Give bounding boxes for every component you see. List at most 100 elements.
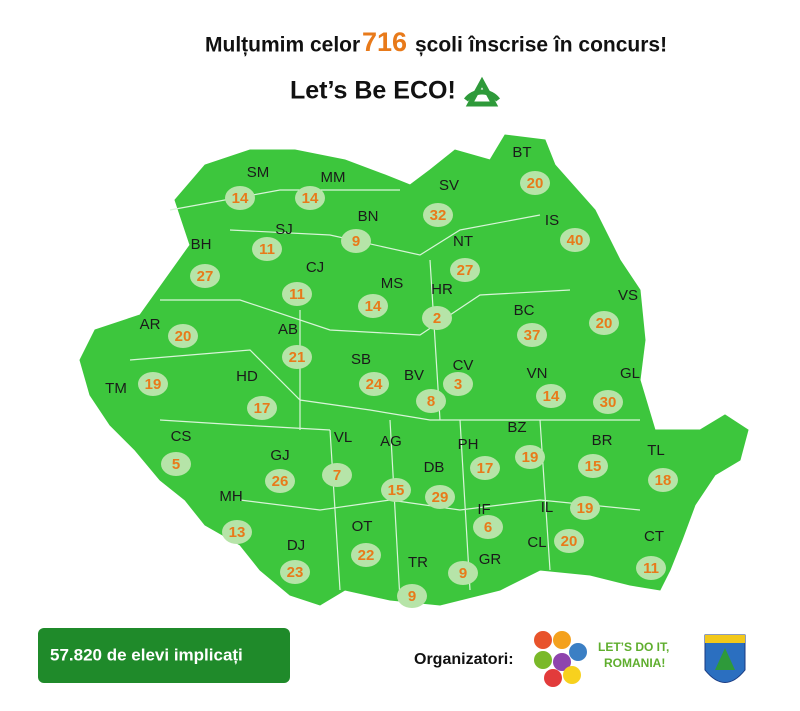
county-badge (443, 372, 473, 396)
county-code: BR (592, 432, 613, 449)
county-count: 14 (365, 298, 382, 315)
county-count: 21 (289, 349, 306, 366)
county-code: CS (171, 428, 192, 445)
county-badge (168, 324, 198, 348)
county-count: 6 (484, 519, 492, 536)
county-count: 14 (543, 388, 560, 405)
county-badge (416, 389, 446, 413)
county-code: DJ (287, 537, 305, 554)
county-code: OT (352, 518, 373, 535)
county-code: IL (541, 499, 554, 516)
county-count: 22 (358, 547, 375, 564)
county-code: AB (278, 321, 298, 338)
county-count: 20 (596, 315, 613, 332)
county-count: 5 (172, 456, 180, 473)
county-badge (222, 520, 252, 544)
county-badge (265, 469, 295, 493)
county-code: SJ (275, 221, 293, 238)
county-badge (341, 229, 371, 253)
county-code: GL (620, 365, 640, 382)
county-count: 32 (430, 207, 447, 224)
county-count: 14 (302, 190, 319, 207)
county-count: 14 (232, 190, 249, 207)
county-code: BH (191, 236, 212, 253)
county-badge (423, 203, 453, 227)
county-count: 11 (259, 241, 275, 258)
county-badge (359, 372, 389, 396)
county-count: 27 (457, 262, 474, 279)
organizers-label: Organizatori: (414, 651, 514, 668)
county-code: BZ (507, 419, 526, 436)
county-badge (554, 529, 584, 553)
county-code: TL (647, 442, 665, 459)
county-count: 11 (289, 286, 305, 303)
recycle-icon (464, 76, 500, 107)
county-code: CT (644, 528, 664, 545)
county-code: DB (424, 459, 445, 476)
county-badge (247, 396, 277, 420)
county-code: HR (431, 281, 453, 298)
county-count: 37 (524, 327, 541, 344)
county-badge (225, 186, 255, 210)
county-badge (570, 496, 600, 520)
county-code: NT (453, 233, 473, 250)
county-code: IF (477, 501, 490, 518)
county-code: AR (140, 316, 161, 333)
county-badge (578, 454, 608, 478)
county-badge (397, 584, 427, 608)
slogan: Let’s Be ECO! (290, 77, 456, 105)
county-code: SM (247, 164, 270, 181)
county-count: 20 (527, 175, 544, 192)
county-badge (322, 463, 352, 487)
county-count: 17 (254, 400, 271, 417)
county-count: 19 (145, 376, 162, 393)
county-count: 3 (454, 376, 462, 393)
partner-text: LET’S DO IT, (598, 640, 669, 654)
county-code: CV (453, 357, 474, 374)
county-code: AG (380, 433, 402, 450)
county-badge (517, 323, 547, 347)
county-badge (422, 306, 452, 330)
county-badge (589, 311, 619, 335)
county-code: TR (408, 554, 428, 571)
county-code: BN (358, 208, 379, 225)
county-badge (473, 515, 503, 539)
county-count: 19 (577, 500, 594, 517)
county-badge (648, 468, 678, 492)
county-code: VS (618, 287, 638, 304)
county-badge (560, 228, 590, 252)
county-code: HD (236, 368, 258, 385)
county-count: 13 (229, 524, 246, 541)
county-badge (448, 561, 478, 585)
county-code: CL (527, 534, 546, 551)
county-code: BT (512, 144, 531, 161)
county-count: 9 (408, 588, 416, 605)
county-count: 2 (433, 310, 441, 327)
partner-text: ROMANIA! (604, 656, 665, 670)
county-badge (470, 456, 500, 480)
organizer-logo (534, 631, 587, 687)
county-count: 11 (643, 560, 659, 577)
county-badge (515, 445, 545, 469)
county-code: MH (219, 488, 242, 505)
county-count: 27 (197, 268, 214, 285)
county-badge (450, 258, 480, 282)
county-count: 40 (567, 232, 584, 249)
county-count: 26 (272, 473, 289, 490)
county-badge (381, 478, 411, 502)
county-badge (282, 345, 312, 369)
county-count: 24 (366, 376, 383, 393)
county-code: GJ (270, 447, 289, 464)
county-badge (295, 186, 325, 210)
county-code: BV (404, 367, 424, 384)
county-badge (190, 264, 220, 288)
county-badge (161, 452, 191, 476)
counties: SM14MM14BT20SV32BN9SJ11IS40BH27NT27CJ11M… (105, 144, 678, 608)
county-count: 15 (585, 458, 602, 475)
county-count: 19 (522, 449, 539, 466)
county-badge (636, 556, 666, 580)
county-badge (138, 372, 168, 396)
schools-count: 716 (362, 27, 407, 57)
county-code: VN (527, 365, 548, 382)
